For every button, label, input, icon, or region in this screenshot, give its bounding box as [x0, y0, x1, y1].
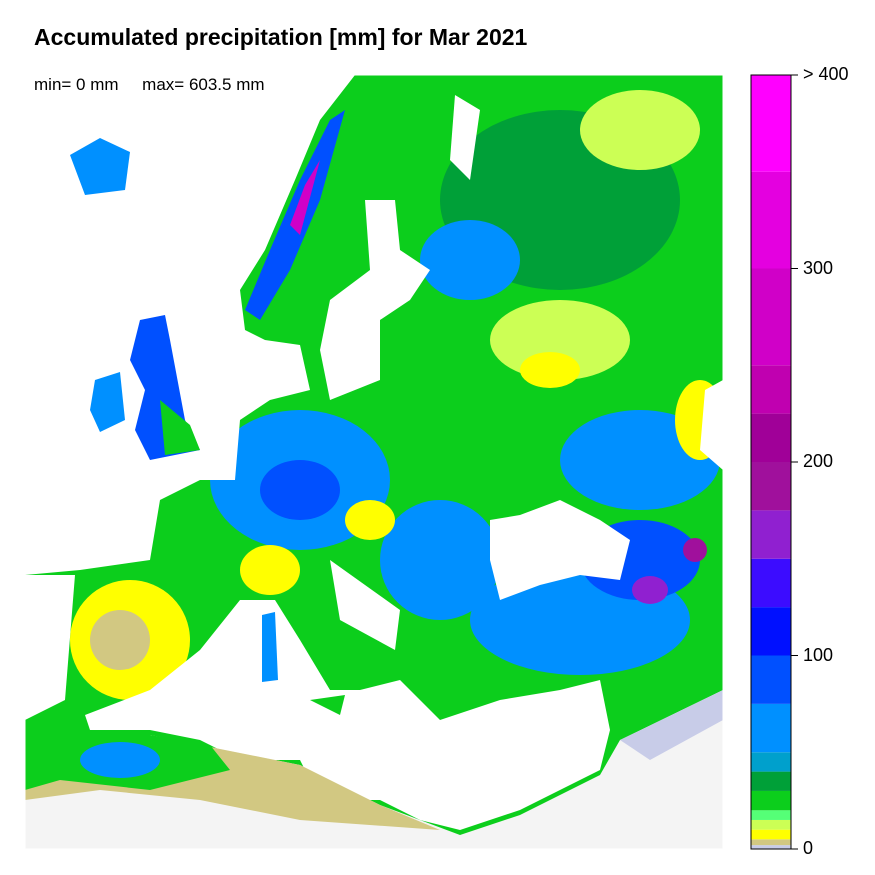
baltic-sea [320, 200, 430, 400]
england [160, 400, 200, 455]
colorbar-band [751, 365, 791, 414]
adriatic-sea [330, 560, 400, 650]
corsica-sardinia [262, 612, 278, 682]
colorbar-band [751, 810, 791, 820]
map-frame [24, 74, 724, 850]
atlantic-ocean [25, 75, 355, 575]
white-sea [450, 95, 480, 180]
colorbar-tick-label: 300 [803, 257, 834, 278]
patch [420, 220, 520, 300]
africa-east [620, 690, 723, 760]
patch [683, 538, 707, 562]
colorbar-tick-label: 200 [803, 451, 834, 471]
max-label: max= 603.5 mm [142, 75, 265, 94]
patch [90, 610, 150, 670]
colorbar-band [751, 558, 791, 608]
colorbar-ticks [791, 74, 798, 850]
colorbar-band [751, 75, 791, 172]
patch [240, 545, 300, 595]
colorbar-band [751, 510, 791, 559]
patch [520, 352, 580, 388]
min-label: min= 0 mm [34, 75, 119, 94]
patch [80, 742, 160, 778]
min-max-label: min= 0 mm max= 603.5 mm [34, 75, 265, 95]
colorbar-tick-label: > 400 [803, 64, 849, 84]
sicily [310, 695, 345, 715]
colorbar-band [751, 790, 791, 811]
colorbar-band [751, 607, 791, 656]
colorbar-band [751, 752, 791, 772]
ireland [90, 372, 125, 432]
patch-balkans [380, 500, 500, 620]
atlantic-iberia [25, 575, 75, 720]
patch [632, 576, 668, 604]
colorbar-band [751, 845, 791, 849]
caspian-sea [700, 380, 723, 470]
colorbar-band [751, 771, 791, 791]
patch [490, 300, 630, 380]
black-sea [490, 500, 630, 600]
colorbar-tick-label: 100 [803, 644, 834, 665]
colorbar-band [751, 703, 791, 753]
colorbar-band [751, 171, 791, 269]
colorbar-band [751, 413, 791, 462]
colorbar-band [751, 819, 791, 830]
patch [580, 90, 700, 170]
mediterranean-sea [85, 600, 610, 830]
colorbar-band [751, 462, 791, 511]
colorbar-band [751, 655, 791, 704]
colorbar-band [751, 839, 791, 846]
colorbar-tick-label: 0 [803, 838, 814, 858]
patch [290, 160, 320, 235]
map-title: Accumulated precipitation [mm] for Mar 2… [34, 24, 528, 50]
africa-no-data [25, 690, 723, 849]
colorbar [751, 75, 791, 849]
colorbar-band [751, 829, 791, 840]
colorbar-band [751, 268, 791, 366]
patch [345, 500, 395, 540]
patch [260, 460, 340, 520]
iceland [70, 138, 130, 195]
map-field [25, 75, 723, 849]
